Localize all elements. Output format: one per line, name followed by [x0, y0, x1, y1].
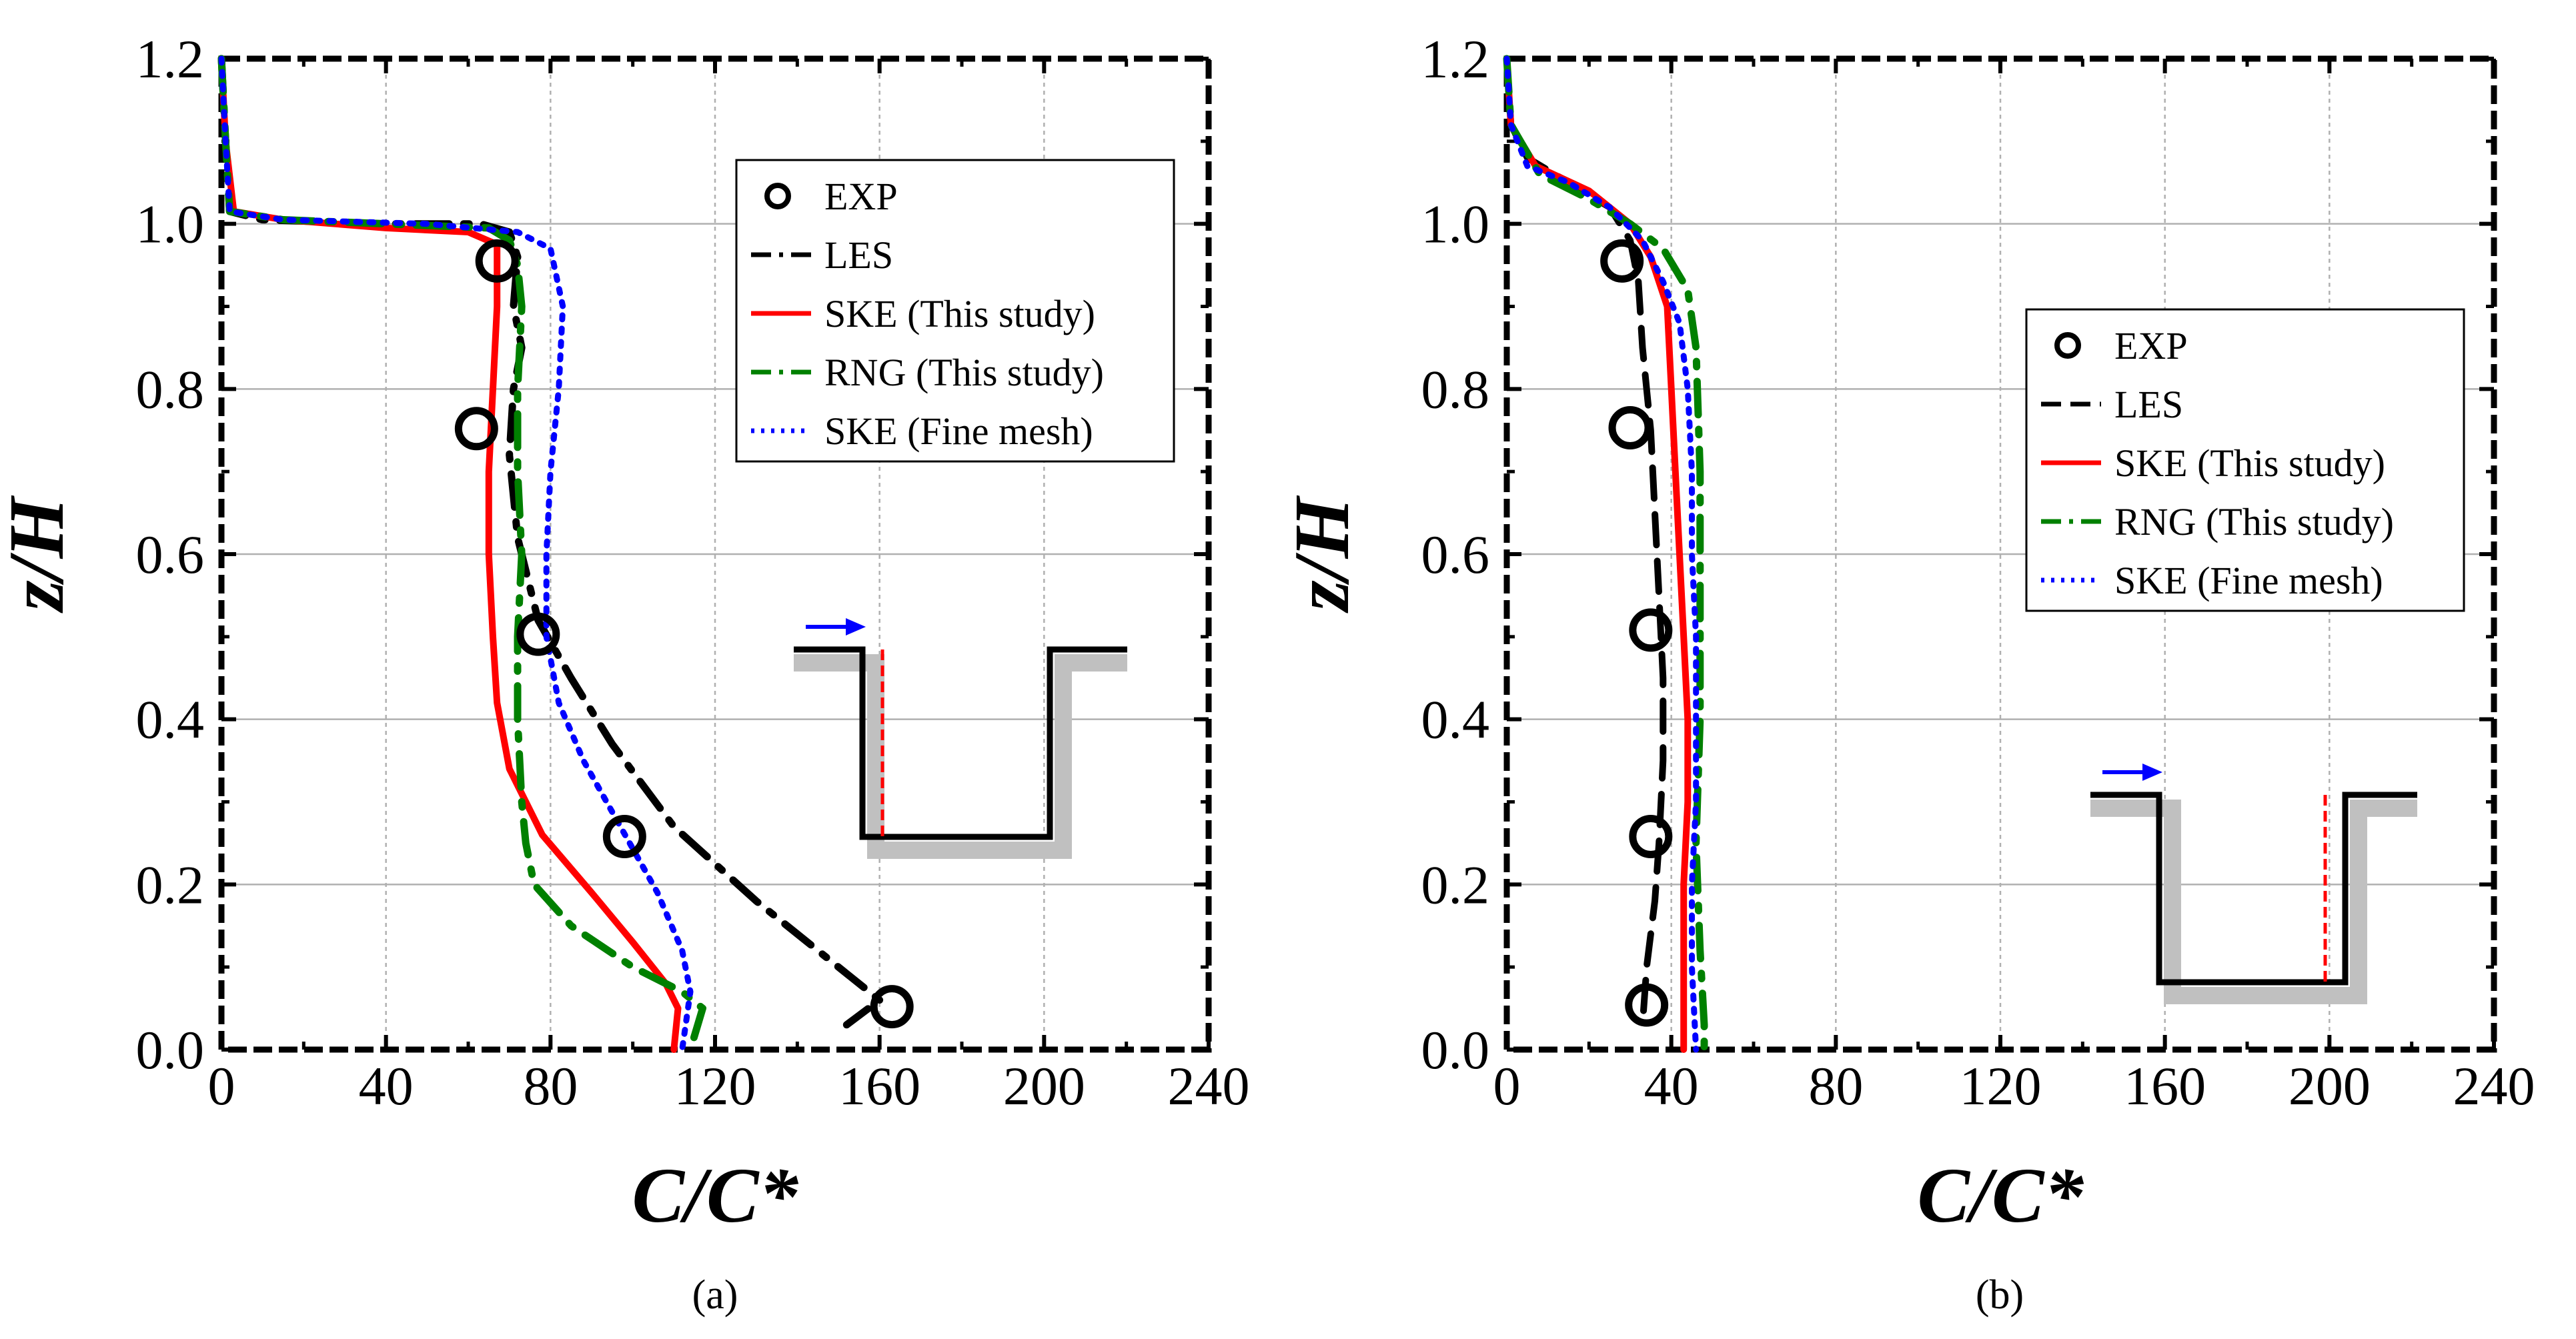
exp-marker — [1608, 406, 1652, 450]
panel-label: (a) — [692, 1272, 738, 1318]
exp-marker — [1629, 815, 1673, 859]
x-tick-label: 40 — [1644, 1056, 1699, 1116]
flow-arrowhead-icon — [846, 618, 866, 635]
x-tick-label: 200 — [2289, 1056, 2371, 1116]
x-tick-label: 240 — [2453, 1056, 2535, 1116]
panel-label: (b) — [1976, 1272, 2024, 1318]
x-tick-label: 40 — [359, 1056, 414, 1116]
exp-marker — [1625, 983, 1669, 1027]
legend-label: SKE (Fine mesh) — [824, 409, 1093, 453]
cavity-shadow — [2090, 800, 2417, 1004]
exp-marker — [516, 612, 560, 656]
x-tick-label: 200 — [1003, 1056, 1085, 1116]
exp-marker — [1600, 239, 1644, 283]
y-tick-label: 1.2 — [1421, 29, 1490, 89]
x-tick-label: 160 — [2124, 1056, 2206, 1116]
x-tick-label: 120 — [674, 1056, 756, 1116]
legend-label: LES — [2114, 383, 2183, 426]
y-tick-label: 0.8 — [1421, 359, 1490, 419]
y-tick-label: 0.4 — [1421, 690, 1490, 750]
x-tick-label: 0 — [1493, 1056, 1521, 1116]
y-tick-label: 1.2 — [136, 29, 205, 89]
y-tick-label: 0.2 — [136, 854, 205, 915]
cavity-walls — [794, 646, 1127, 840]
legend-label: LES — [824, 233, 893, 277]
y-tick-label: 0.0 — [136, 1020, 205, 1080]
legend-label: SKE (Fine mesh) — [2114, 559, 2383, 602]
legend-label: SKE (This study) — [824, 292, 1095, 335]
flow-arrowhead-icon — [2142, 764, 2162, 781]
legend: EXP LES SKE (This study) RNG (This study) SK… — [735, 159, 1175, 463]
cavity-inset — [2090, 764, 2417, 1004]
legend-frame — [735, 159, 1175, 463]
series-line — [1503, 55, 1667, 1028]
y-tick-label: 0.6 — [136, 524, 205, 585]
series-line — [1503, 55, 1708, 1054]
x-tick-label: 240 — [1168, 1056, 1250, 1116]
exp-marker — [454, 407, 498, 451]
legend-frame — [2025, 308, 2465, 612]
x-axis-label: C/C* — [632, 1152, 798, 1239]
y-tick-label: 0.0 — [1421, 1020, 1490, 1080]
legend-label: RNG (This study) — [824, 351, 1104, 394]
exp-marker — [602, 815, 646, 859]
legend-label: RNG (This study) — [2114, 500, 2394, 543]
chart-panel-a: 0 40 80 120 160 200 240 0.0 0.2 0.4 0.6 0.8 1.0 1.2 C/… — [0, 29, 1250, 1318]
cavity-walls — [2090, 792, 2417, 986]
series-line — [218, 55, 694, 1053]
x-axis-label: C/C* — [1917, 1152, 2084, 1239]
y-tick-label: 0.6 — [1421, 524, 1490, 585]
ticks — [219, 57, 1211, 1052]
legend-marker — [2054, 332, 2081, 359]
y-axis-label: z/H — [0, 495, 80, 614]
chart-panel-b: 0 40 80 120 160 200 240 0.0 0.2 0.4 0.6 0.8 1.0 1.2 C/… — [1278, 29, 2535, 1318]
cavity-inset — [794, 618, 1127, 859]
series-line — [1503, 55, 1700, 1053]
y-tick-label: 1.0 — [1421, 194, 1490, 255]
x-tick-label: 0 — [208, 1056, 235, 1116]
legend-marker — [764, 183, 791, 209]
exp-marker — [1629, 608, 1673, 652]
y-tick-label: 0.2 — [1421, 854, 1490, 915]
x-tick-label: 80 — [1808, 1056, 1863, 1116]
exp-marker — [870, 985, 914, 1029]
x-tick-label: 120 — [1960, 1056, 2042, 1116]
y-axis-label: z/H — [1278, 495, 1365, 614]
y-tick-label: 0.8 — [136, 359, 205, 419]
legend-label: EXP — [824, 175, 898, 218]
y-tick-label: 1.0 — [136, 194, 205, 255]
y-tick-label: 0.4 — [136, 690, 205, 750]
exp-marker — [475, 239, 519, 283]
legend: EXP LES SKE (This study) RNG (This study) SK… — [2025, 308, 2465, 612]
cavity-shadow — [794, 654, 1127, 859]
legend-label: SKE (This study) — [2114, 441, 2385, 485]
x-tick-label: 80 — [523, 1056, 578, 1116]
ticks — [1505, 57, 2496, 1052]
legend-label: EXP — [2114, 324, 2188, 367]
x-tick-label: 160 — [838, 1056, 920, 1116]
